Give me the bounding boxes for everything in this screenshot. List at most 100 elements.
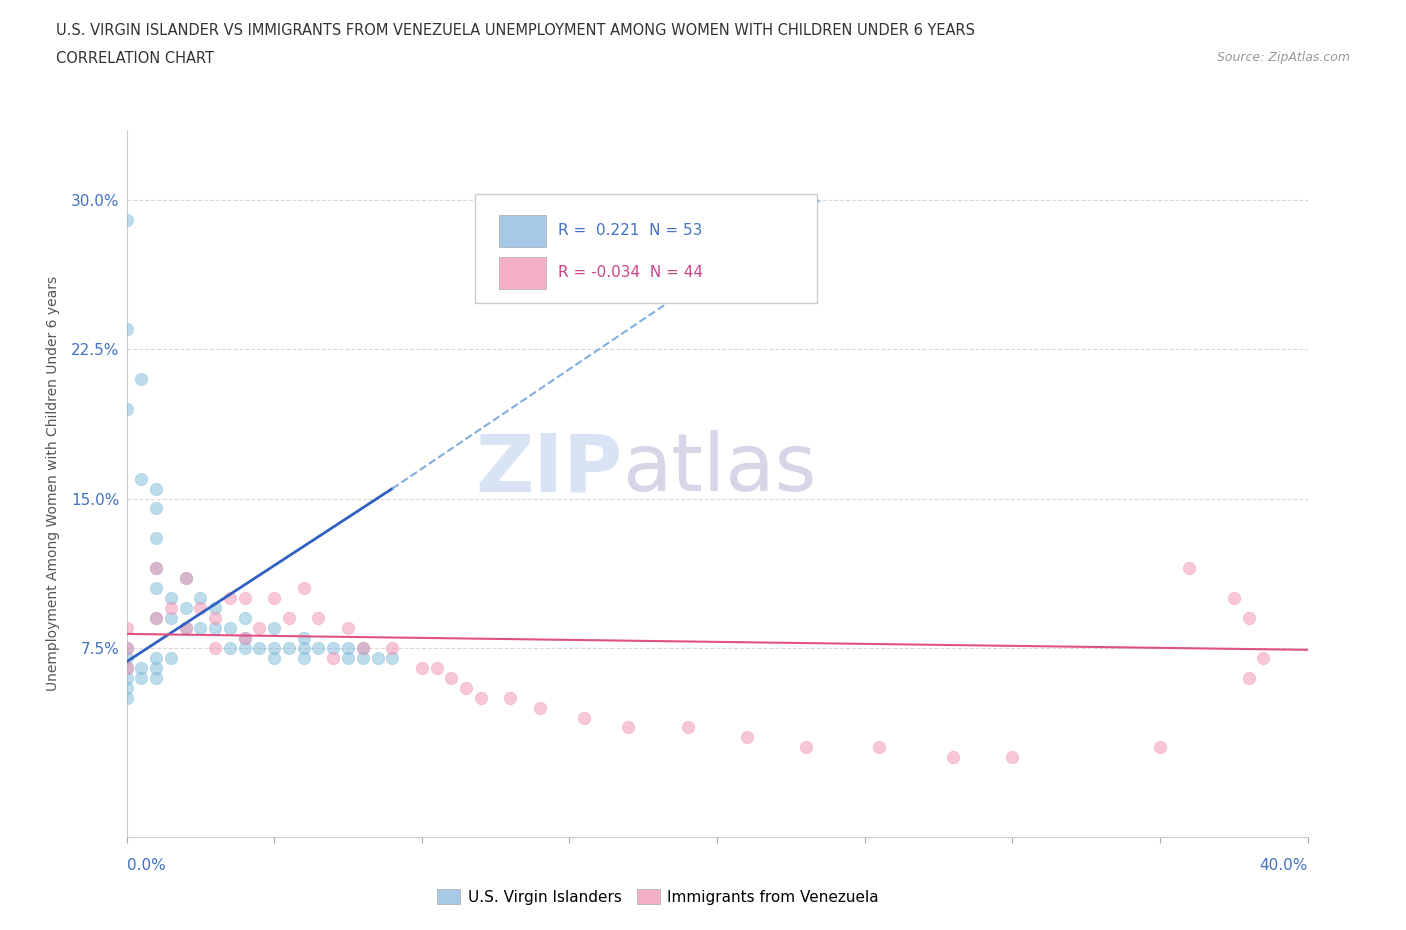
Point [129, 671, 153, 685]
Point [869, 740, 891, 755]
Point [352, 641, 374, 656]
Point [145, 580, 167, 595]
Point [942, 750, 965, 764]
Point [1237, 611, 1260, 626]
Point [381, 641, 404, 656]
Point [174, 571, 197, 586]
FancyBboxPatch shape [475, 193, 817, 303]
Point [145, 660, 167, 675]
Point [470, 690, 492, 705]
Point [381, 650, 404, 665]
Point [292, 650, 315, 665]
Point [115, 690, 138, 705]
Point [263, 620, 285, 635]
Point [174, 620, 197, 635]
Point [115, 641, 138, 656]
Point [233, 641, 256, 656]
Point [145, 611, 167, 626]
Point [1237, 671, 1260, 685]
Point [145, 561, 167, 576]
Point [115, 322, 138, 337]
Point [145, 531, 167, 546]
Point [129, 372, 153, 387]
Point [1001, 750, 1024, 764]
Point [322, 650, 344, 665]
Point [337, 641, 360, 656]
Point [115, 641, 138, 656]
Point [219, 641, 242, 656]
Point [115, 212, 138, 227]
Point [263, 650, 285, 665]
Point [115, 660, 138, 675]
Point [574, 711, 596, 725]
FancyBboxPatch shape [499, 215, 546, 246]
Point [454, 680, 477, 695]
Point [145, 650, 167, 665]
Point [145, 481, 167, 496]
Point [440, 671, 463, 685]
Point [188, 591, 211, 605]
Point [233, 631, 256, 645]
Point [352, 650, 374, 665]
Point [411, 660, 433, 675]
Text: ZIP: ZIP [475, 431, 623, 509]
Point [115, 680, 138, 695]
Point [425, 660, 447, 675]
Point [188, 601, 211, 616]
Point [337, 650, 360, 665]
Point [145, 501, 167, 516]
Point [1251, 650, 1274, 665]
Text: R =  0.221  N = 53: R = 0.221 N = 53 [558, 223, 702, 238]
Point [1222, 591, 1246, 605]
Text: CORRELATION CHART: CORRELATION CHART [56, 51, 214, 66]
Point [145, 671, 167, 685]
FancyBboxPatch shape [499, 258, 546, 289]
Point [174, 571, 197, 586]
Point [115, 650, 138, 665]
Point [204, 601, 226, 616]
Point [204, 611, 226, 626]
Point [219, 591, 242, 605]
Point [219, 620, 242, 635]
Point [129, 660, 153, 675]
Point [174, 620, 197, 635]
Point [307, 611, 329, 626]
Point [292, 631, 315, 645]
Point [735, 730, 758, 745]
Point [263, 591, 285, 605]
Point [174, 601, 197, 616]
Point [204, 641, 226, 656]
Legend: U.S. Virgin Islanders, Immigrants from Venezuela: U.S. Virgin Islanders, Immigrants from V… [432, 883, 884, 910]
Point [159, 650, 183, 665]
Point [352, 641, 374, 656]
Point [292, 580, 315, 595]
Point [115, 671, 138, 685]
Text: 0.0%: 0.0% [127, 857, 166, 872]
Point [145, 561, 167, 576]
Point [115, 660, 138, 675]
Point [159, 611, 183, 626]
Point [159, 601, 183, 616]
Point [115, 620, 138, 635]
Point [278, 641, 301, 656]
Point [115, 402, 138, 417]
Point [129, 472, 153, 486]
Point [322, 641, 344, 656]
Text: U.S. VIRGIN ISLANDER VS IMMIGRANTS FROM VENEZUELA UNEMPLOYMENT AMONG WOMEN WITH : U.S. VIRGIN ISLANDER VS IMMIGRANTS FROM … [56, 23, 976, 38]
Point [247, 641, 270, 656]
Point [794, 740, 817, 755]
Point [337, 620, 360, 635]
Point [263, 641, 285, 656]
Point [233, 591, 256, 605]
Point [366, 650, 388, 665]
Point [247, 620, 270, 635]
Point [204, 620, 226, 635]
Text: R = -0.034  N = 44: R = -0.034 N = 44 [558, 265, 703, 281]
Point [1178, 561, 1201, 576]
Point [292, 641, 315, 656]
Point [529, 700, 551, 715]
Point [499, 690, 522, 705]
Point [233, 611, 256, 626]
Point [188, 620, 211, 635]
Point [278, 611, 301, 626]
